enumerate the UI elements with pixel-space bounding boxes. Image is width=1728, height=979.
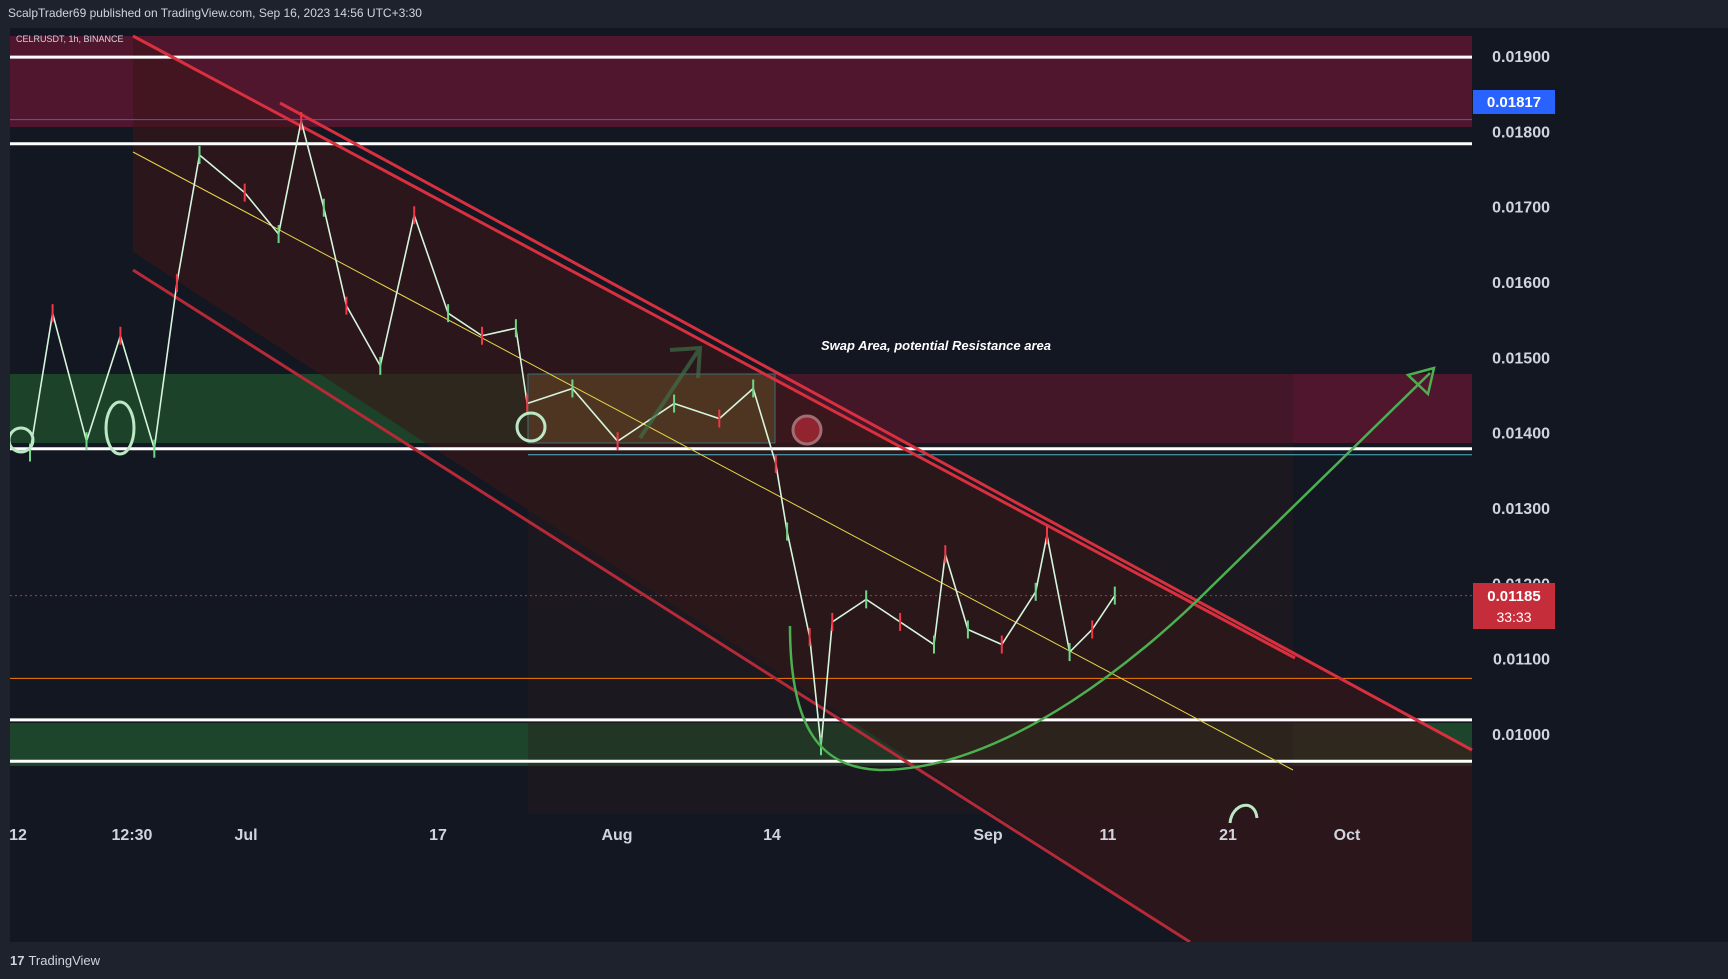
prev-high-value: 0.01817: [1487, 94, 1541, 111]
publisher-bar: ScalpTrader69 published on TradingView.c…: [0, 0, 1728, 28]
x-tick-label-1: 12:30: [112, 827, 153, 844]
current-price-tag: 0.01185 33:33: [1473, 583, 1555, 629]
rejection-circle: [791, 414, 823, 446]
retest-support-circle: [515, 411, 547, 443]
x-tick-label-9: Oct: [1334, 827, 1361, 844]
x-axis-labels: 12 12:30 Jul 17 Aug 14 Sep 11 21 Oct: [9, 827, 1361, 844]
breakout-arrow-faded: [638, 345, 703, 440]
footer-bar: 17 TradingView: [0, 942, 1728, 979]
x-tick-label-2: Jul: [234, 827, 257, 844]
symbol-label: CELRUSDT, 1h, BINANCE: [16, 34, 124, 44]
bar-countdown: 33:33: [1496, 609, 1531, 625]
prev-high-tag: 0.01817: [1473, 90, 1555, 114]
y-tick-label-3: 0.01600: [1492, 275, 1550, 292]
channel-fill: [133, 36, 1472, 942]
current-price-value: 0.01185: [1487, 588, 1540, 605]
swap-zone-red: [775, 374, 1472, 443]
x-tick-label-5: 14: [763, 827, 781, 844]
tradingview-brand: TradingView: [28, 953, 101, 968]
y-tick-label-0: 0.01900: [1492, 49, 1550, 66]
channel-top-line: [279, 101, 1473, 752]
y-tick-label-8: 0.01100: [1493, 652, 1550, 669]
y-tick-label-9: 0.01000: [1492, 727, 1550, 744]
price-ticks: [29, 112, 1116, 756]
x-tick-label-8: 21: [1219, 827, 1237, 844]
x-tick-label-7: 11: [1100, 827, 1117, 844]
publisher-text: ScalpTrader69 published on TradingView.c…: [8, 6, 422, 20]
price-axis-panel: [1472, 28, 1728, 942]
x-tick-label-0: 12: [10, 827, 27, 844]
chart-area[interactable]: CELRUSDT, 1h, BINANCE Swap Area, potenti…: [7, 28, 1728, 944]
bottom-circle-marker: [1228, 804, 1259, 824]
annotation-text: Swap Area, potential Resistance area: [821, 338, 1051, 353]
chart-svg[interactable]: CELRUSDT, 1h, BINANCE Swap Area, potenti…: [7, 28, 1728, 944]
channel-upper-line: [132, 34, 1296, 660]
y-tick-label-6: 0.01300: [1492, 501, 1550, 518]
y-tick-label-4: 0.01500: [1492, 350, 1550, 367]
channel-bottom-line: [132, 268, 1191, 944]
tradingview-mark-icon: 17: [10, 953, 25, 968]
consolidation-box: [527, 373, 776, 444]
x-tick-label-6: Sep: [973, 827, 1003, 844]
forecast-arrowhead: [1405, 366, 1436, 397]
x-tick-label-3: 17: [429, 827, 447, 844]
y-tick-label-5: 0.01400: [1492, 426, 1550, 443]
channel-midline: [132, 151, 1294, 771]
x-tick-label-4: Aug: [601, 827, 632, 844]
y-tick-label-1: 0.01800: [1492, 124, 1550, 141]
y-tick-label-2: 0.01700: [1492, 200, 1550, 217]
horizontal-levels: [10, 55, 1472, 763]
support-touch-ellipse: [104, 400, 136, 456]
forecast-curve: [788, 372, 1431, 772]
tradingview-logo[interactable]: 17 TradingView: [10, 953, 100, 968]
